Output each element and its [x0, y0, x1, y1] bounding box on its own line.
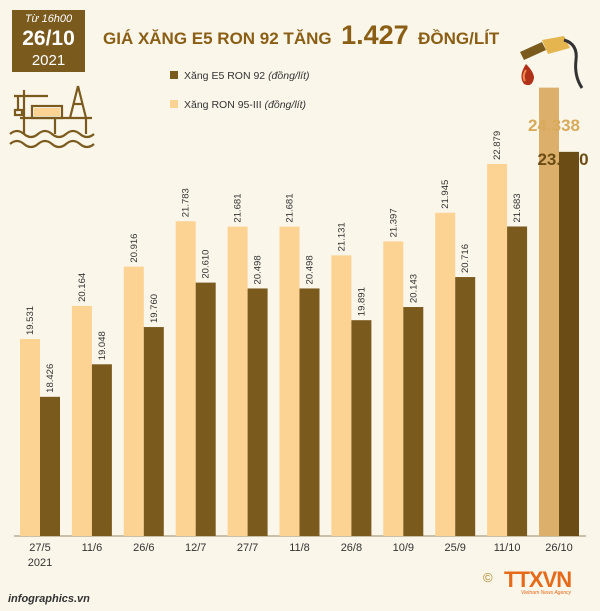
- category-label-3: 12/7: [185, 542, 206, 554]
- bar-e5-0: [40, 396, 60, 536]
- bar-e5-3: [195, 282, 216, 536]
- category-label-10: 26/10: [545, 542, 573, 554]
- bar-e5-6: [351, 320, 372, 536]
- label-e5-1: 19.048: [97, 331, 108, 360]
- label-ron95-7: 21.397: [388, 208, 399, 237]
- fuel-nozzle-icon: [520, 36, 584, 89]
- category-label-4: 27/7: [237, 542, 258, 554]
- bar-ron95-1: [71, 305, 92, 536]
- label-ron95-2: 20.916: [129, 234, 140, 263]
- page-title: GIÁ XĂNG E5 RON 92 TĂNG 1.427 ĐỒNG/LÍT: [103, 20, 499, 51]
- footer-site[interactable]: infographics.vn: [8, 593, 90, 605]
- title-unit: ĐỒNG/LÍT: [418, 29, 500, 48]
- label-e5-8: 20.716: [460, 244, 471, 273]
- effective-day: 26/10: [22, 27, 75, 50]
- category-sublabel-0: 2021: [28, 557, 52, 569]
- bar-e5-8: [455, 277, 476, 536]
- bar-e5-7: [403, 307, 424, 536]
- category-label-6: 26/8: [341, 542, 362, 554]
- bar-ron95-7: [383, 241, 404, 537]
- bar-e5-1: [91, 364, 112, 536]
- label-ron95-10: 24.338: [528, 116, 580, 135]
- label-e5-3: 20.610: [201, 250, 212, 279]
- effective-year: 2021: [31, 52, 66, 69]
- bar-ron95-9: [487, 163, 508, 537]
- label-e5-7: 20.143: [408, 274, 419, 303]
- bar-ron95-2: [123, 266, 144, 536]
- category-label-1: 11/6: [82, 542, 103, 554]
- label-e5-6: 19.891: [356, 287, 367, 316]
- category-label-2: 26/6: [133, 542, 154, 554]
- category-label-8: 25/9: [444, 542, 465, 554]
- bar-ron95-8: [435, 212, 456, 537]
- date-box: Từ 16h00 26/10 2021: [12, 10, 85, 72]
- bar-ron95-6: [331, 255, 352, 536]
- bar-ron95-3: [175, 221, 196, 537]
- category-label-7: 10/9: [393, 542, 414, 554]
- copyright-mark: ©: [483, 570, 493, 585]
- label-e5-5: 20.498: [305, 255, 316, 284]
- label-ron95-4: 21.681: [233, 194, 244, 223]
- legend-swatch-e5: [170, 71, 178, 79]
- bar-e5-2: [143, 327, 164, 536]
- legend-unit-ron95: (đồng/lít): [264, 99, 306, 111]
- label-ron95-9: 22.879: [492, 131, 503, 160]
- label-e5-4: 20.498: [253, 255, 264, 284]
- category-label-9: 11/10: [494, 542, 521, 554]
- bar-ron95-5: [279, 226, 300, 537]
- label-ron95-0: 19.531: [25, 306, 36, 335]
- oil-rig-icon: [9, 85, 95, 149]
- legend-unit-e5: (đồng/lít): [268, 70, 310, 82]
- bar-ron95-0: [20, 339, 40, 536]
- bar-e5-9: [507, 226, 528, 536]
- legend-label-e5: Xăng E5 RON 92: [184, 70, 266, 82]
- bar-e5-10: [559, 151, 579, 537]
- title-number: 1.427: [341, 20, 409, 50]
- label-e5-10: 23.110: [537, 150, 588, 169]
- label-e5-9: 21.683: [512, 193, 523, 222]
- legend-label-ron95: Xăng RON 95-III: [184, 99, 262, 111]
- label-ron95-8: 21.945: [440, 180, 451, 209]
- agency-subtitle: Vietnam News Agency: [521, 590, 572, 596]
- legend-swatch-ron95: [170, 100, 178, 108]
- category-label-5: 11/8: [289, 542, 310, 554]
- label-e5-0: 18.426: [45, 364, 56, 393]
- label-e5-2: 19.760: [149, 294, 160, 323]
- title-prefix: GIÁ XĂNG E5 RON 92 TĂNG: [103, 29, 332, 48]
- bar-ron95-10: [539, 87, 559, 537]
- bar-e5-4: [247, 288, 268, 536]
- category-label-0: 27/5: [29, 542, 50, 554]
- label-ron95-6: 21.131: [336, 222, 347, 251]
- bar-e5-5: [299, 288, 320, 536]
- label-ron95-1: 20.164: [77, 273, 88, 302]
- bar-ron95-4: [227, 226, 248, 537]
- agency-logo: TTXVN: [504, 567, 572, 592]
- label-ron95-3: 21.783: [181, 188, 192, 217]
- label-ron95-5: 21.681: [285, 194, 296, 223]
- effective-time: Từ 16h00: [24, 13, 73, 25]
- footer-bar: [0, 586, 600, 611]
